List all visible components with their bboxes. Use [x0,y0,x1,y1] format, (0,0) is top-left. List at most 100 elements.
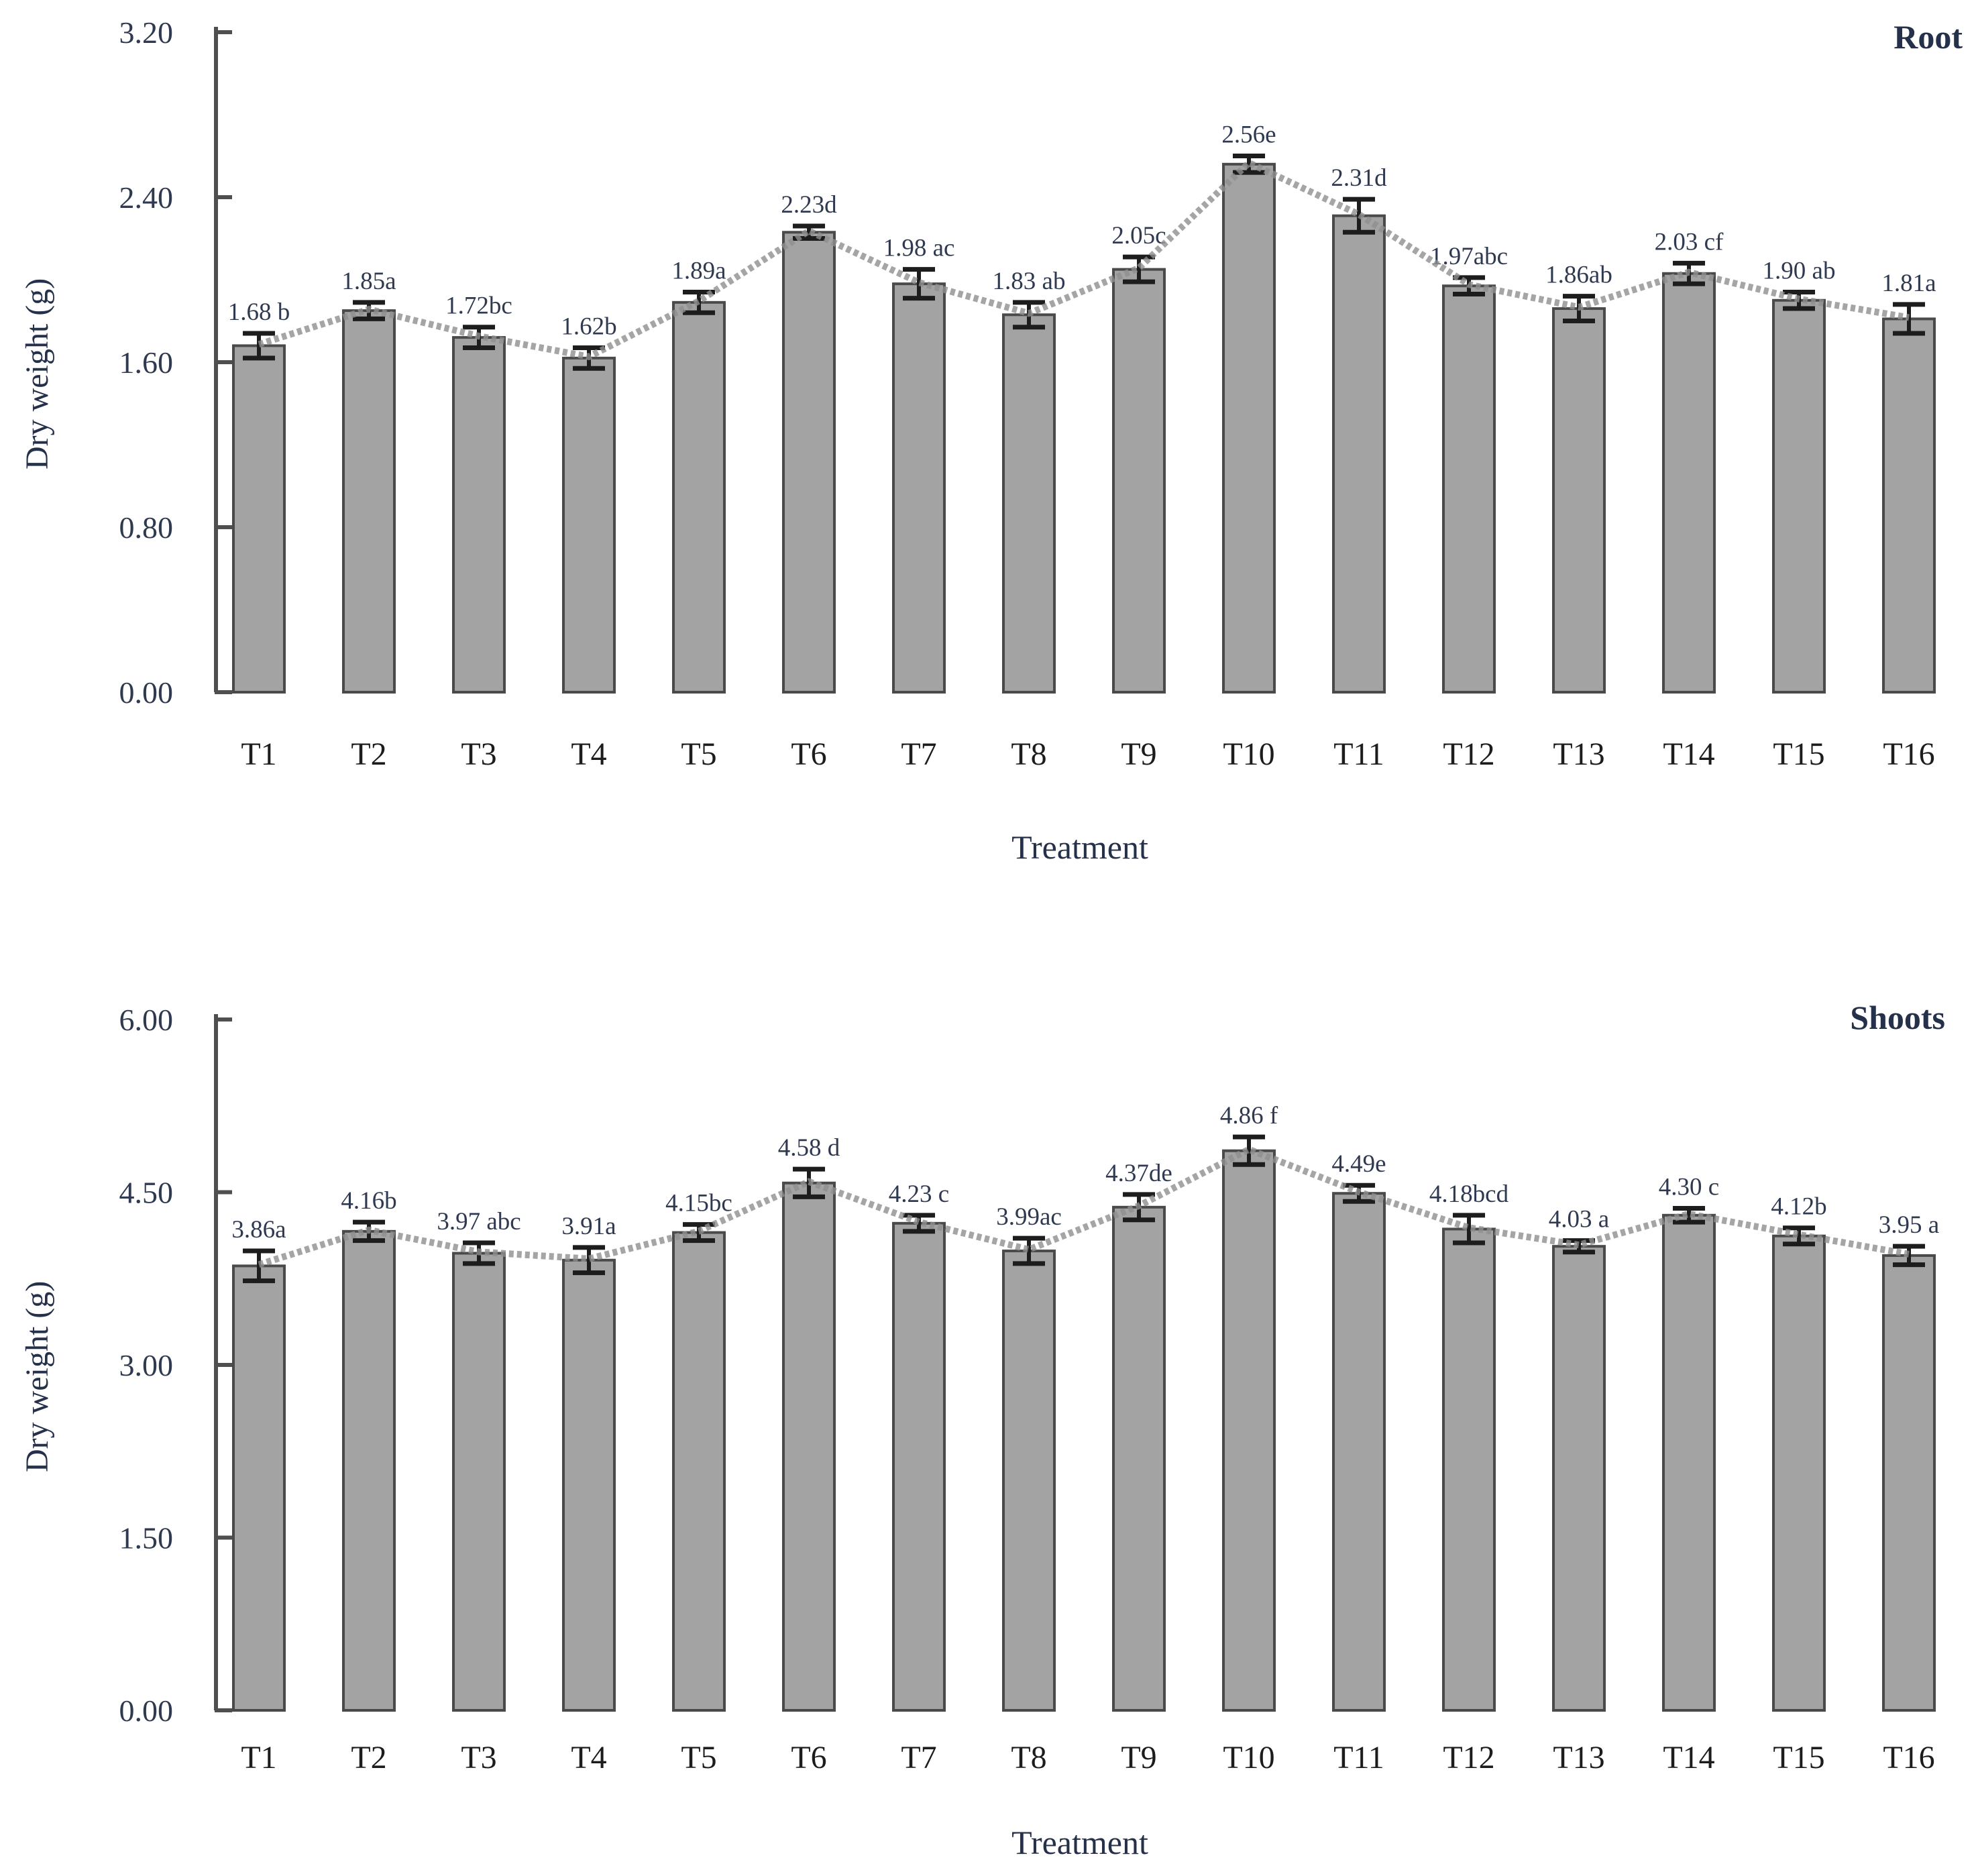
category-label: T5 [681,736,716,772]
bar-T9 [1112,268,1166,694]
bar-value-label: 3.86a [231,1216,286,1244]
category-label: T14 [1663,1740,1714,1775]
category-label: T1 [241,736,276,772]
bar-value-label: 3.95 a [1879,1211,1939,1239]
bar-T1 [232,1264,286,1712]
bar-T8 [1002,1250,1056,1712]
bar-T16 [1882,1254,1936,1712]
bar-value-label: 2.23d [781,191,837,219]
category-label: T8 [1011,736,1046,772]
bar-T15 [1772,298,1826,694]
bar-value-label: 1.98 ac [883,235,955,262]
y-tick-label: 2.40 [119,180,174,215]
category-label: T12 [1443,1740,1494,1775]
bar-value-label: 4.18bcd [1429,1180,1509,1208]
bar-T3 [452,336,506,694]
root-y-axis-title: Dry weight (g) [19,278,55,470]
category-label: T6 [791,736,826,772]
bar-value-label: 1.85a [341,268,396,295]
category-label: T6 [791,1740,826,1775]
category-label: T1 [241,1740,276,1775]
shoots-chart-title: Shoots [1850,999,1945,1036]
bar-T14 [1662,1213,1716,1712]
category-label: T16 [1883,1740,1934,1775]
category-label: T14 [1663,736,1714,772]
bar-value-label: 2.31d [1331,164,1387,192]
y-tick-label: 3.00 [119,1348,174,1382]
y-tick-label: 6.00 [119,1003,174,1037]
bar-value-label: 4.03 a [1549,1206,1609,1233]
category-label: T11 [1333,1740,1384,1775]
bar-value-label: 1.90 ab [1763,257,1836,284]
category-label: T7 [901,1740,936,1775]
category-label: T16 [1883,736,1934,772]
bar-value-label: 2.03 cf [1655,228,1724,256]
bar-value-label: 4.16b [341,1187,396,1215]
bar-value-label: 4.86 f [1220,1102,1278,1129]
y-tick-label: 0.00 [119,1694,174,1728]
bar-T4 [562,1258,616,1712]
bar-T8 [1002,313,1056,694]
y-tick-label: 3.20 [119,15,174,50]
shoots-y-axis-title: Dry weight (g) [19,1280,55,1472]
bar-value-label: 4.37de [1105,1160,1172,1187]
bar-T16 [1882,317,1936,694]
bar-T5 [672,300,726,694]
bar-value-label: 4.58 d [778,1134,840,1162]
bar-value-label: 4.12b [1771,1193,1826,1221]
category-label: T3 [461,736,496,772]
y-tick-label: 0.00 [119,675,174,710]
bar-T15 [1772,1234,1826,1712]
y-tick-label: 1.60 [119,345,174,380]
category-label: T13 [1553,1740,1604,1775]
bar-T10 [1222,162,1276,694]
bar-value-label: 1.89a [671,257,726,284]
bar-value-label: 1.62b [561,313,616,340]
bar-T6 [782,231,836,694]
category-label: T11 [1333,736,1384,772]
bar-value-label: 3.91a [561,1213,616,1240]
bar-value-label: 1.68 b [228,298,290,326]
bar-T12 [1442,1227,1496,1712]
bar-T5 [672,1231,726,1712]
bar-value-label: 4.49e [1331,1150,1386,1178]
category-label: T3 [461,1740,496,1775]
bar-T12 [1442,284,1496,694]
category-label: T10 [1223,1740,1274,1775]
bar-T11 [1332,1192,1386,1712]
category-label: T2 [351,736,386,772]
bar-T2 [342,1229,396,1712]
bar-T1 [232,344,286,694]
bar-value-label: 4.15bc [665,1190,732,1217]
bar-value-label: 1.83 ab [993,268,1066,295]
bar-value-label: 1.81a [1881,270,1936,297]
bar-T6 [782,1181,836,1712]
bar-T7 [892,1221,946,1712]
bar-T3 [452,1252,506,1712]
trend-line [258,158,1910,361]
bar-T13 [1552,1245,1606,1712]
bar-T7 [892,282,946,694]
category-label: T15 [1773,1740,1824,1775]
y-tick-label: 1.50 [119,1521,174,1555]
y-tick-label: 0.80 [119,510,174,545]
bar-value-label: 4.23 c [889,1180,949,1208]
category-label: T8 [1011,1740,1046,1775]
bar-T13 [1552,307,1606,694]
trend-line [258,1146,1910,1268]
bar-value-label: 1.86ab [1545,262,1612,289]
category-label: T7 [901,736,936,772]
bar-T9 [1112,1205,1166,1712]
bar-value-label: 2.56e [1221,121,1276,149]
category-label: T5 [681,1740,716,1775]
bar-value-label: 3.97 abc [437,1208,520,1235]
bar-T14 [1662,272,1716,694]
category-label: T10 [1223,736,1274,772]
bar-T10 [1222,1149,1276,1712]
bar-value-label: 4.30 c [1659,1174,1719,1201]
category-label: T9 [1121,1740,1156,1775]
root-chart-title: Root [1893,18,1963,56]
bar-T4 [562,356,616,694]
